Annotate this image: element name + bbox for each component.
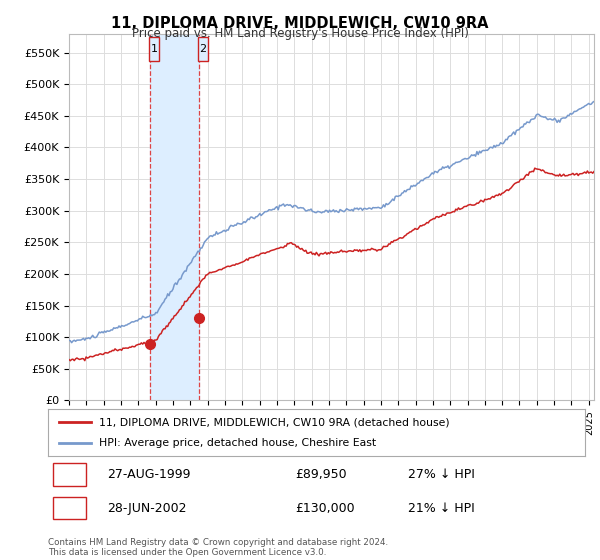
Text: 11, DIPLOMA DRIVE, MIDDLEWICH, CW10 9RA (detached house): 11, DIPLOMA DRIVE, MIDDLEWICH, CW10 9RA … bbox=[99, 417, 449, 427]
Bar bbox=[149, 38, 159, 62]
Text: Contains HM Land Registry data © Crown copyright and database right 2024.
This d: Contains HM Land Registry data © Crown c… bbox=[48, 538, 388, 557]
Text: 28-JUN-2002: 28-JUN-2002 bbox=[107, 502, 187, 515]
Text: 1: 1 bbox=[65, 468, 73, 481]
Text: 2: 2 bbox=[200, 44, 206, 54]
Bar bbox=[149, 34, 199, 400]
Text: 1: 1 bbox=[151, 44, 157, 54]
Text: Price paid vs. HM Land Registry's House Price Index (HPI): Price paid vs. HM Land Registry's House … bbox=[131, 27, 469, 40]
Text: 11, DIPLOMA DRIVE, MIDDLEWICH, CW10 9RA: 11, DIPLOMA DRIVE, MIDDLEWICH, CW10 9RA bbox=[111, 16, 489, 31]
Bar bbox=[198, 38, 208, 62]
Text: 27-AUG-1999: 27-AUG-1999 bbox=[107, 468, 191, 481]
Text: £130,000: £130,000 bbox=[295, 502, 355, 515]
Bar bbox=[53, 497, 86, 520]
Text: 21% ↓ HPI: 21% ↓ HPI bbox=[408, 502, 475, 515]
Text: 2: 2 bbox=[65, 502, 73, 515]
Text: HPI: Average price, detached house, Cheshire East: HPI: Average price, detached house, Ches… bbox=[99, 438, 376, 448]
Text: 27% ↓ HPI: 27% ↓ HPI bbox=[408, 468, 475, 481]
Bar bbox=[53, 464, 86, 486]
Text: £89,950: £89,950 bbox=[295, 468, 347, 481]
